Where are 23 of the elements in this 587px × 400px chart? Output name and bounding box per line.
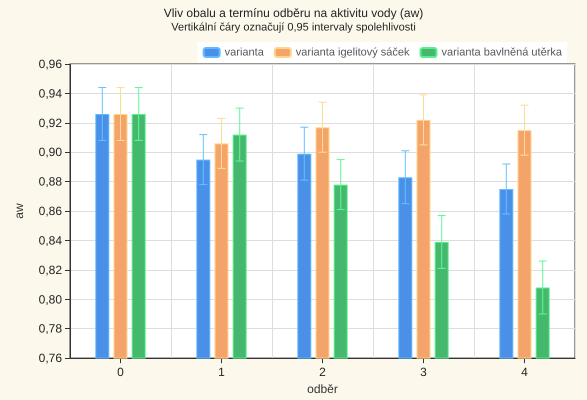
y-tick-label: 0,88 [38, 174, 62, 189]
legend-label: varianta [224, 46, 265, 58]
x-axis-title: odběr [307, 382, 338, 396]
y-tick-label: 0,84 [38, 233, 62, 248]
x-tick-label: 0 [117, 365, 124, 380]
y-axis-title: aw [12, 203, 26, 219]
y-tick-label: 0,82 [38, 262, 62, 277]
x-tick-label: 2 [319, 365, 326, 380]
x-tick-label: 4 [521, 365, 528, 380]
legend-label: varianta bavlněná utěrka [442, 46, 563, 58]
y-tick-label: 0,86 [38, 204, 62, 218]
x-tick-label: 3 [420, 365, 428, 380]
y-tick-label: 0,80 [38, 292, 62, 306]
y-tick-label: 0,76 [38, 351, 62, 366]
y-tick-label: 0,78 [38, 322, 62, 336]
x-tick-label: 1 [218, 365, 226, 380]
y-tick-label: 0,90 [38, 145, 62, 160]
y-tick-label: 0,94 [38, 86, 62, 100]
y-tick-label: 0,92 [38, 116, 62, 130]
chart-title: Vliv obalu a termínu odběru na aktivitu vody (aw) [164, 6, 424, 20]
chart-subtitle: Vertikální čáry označují 0,95 intervaly spolehlivosti [171, 22, 416, 34]
y-tick-label: 0,96 [38, 57, 62, 71]
legend-label: varianta igelitový sáček [296, 46, 410, 58]
